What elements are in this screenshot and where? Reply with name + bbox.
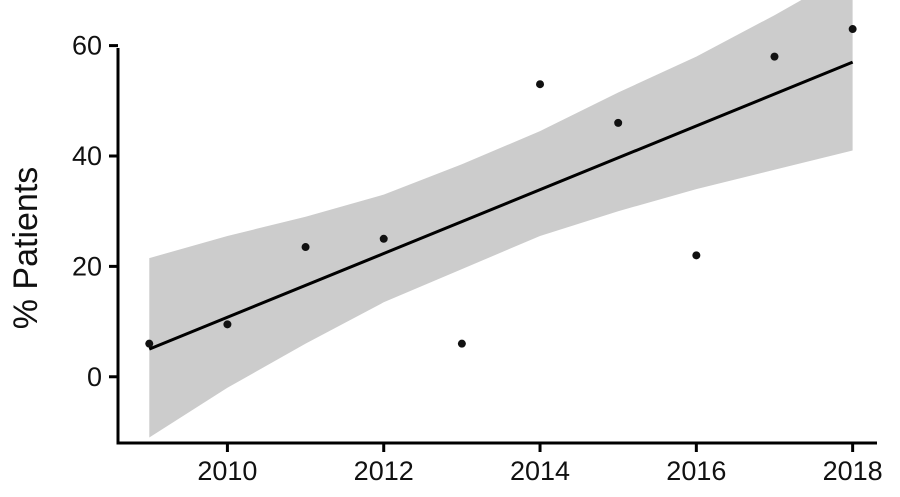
data-point — [457, 339, 466, 348]
data-point — [692, 251, 701, 260]
x-tick-label: 2016 — [666, 456, 726, 486]
data-points-layer — [145, 25, 857, 348]
data-point — [536, 80, 545, 89]
data-point — [770, 52, 779, 61]
y-axis-title: % Patients — [7, 167, 45, 330]
y-tick-label: 40 — [72, 141, 102, 171]
trend-line — [148, 60, 854, 351]
x-tick-label: 2012 — [354, 456, 414, 486]
confidence-band-layer — [149, 0, 853, 438]
data-point — [223, 320, 232, 329]
tick-labels: 0 20 40 60 2010 2012 2014 2016 2018 — [72, 31, 883, 486]
data-point — [379, 234, 388, 243]
data-point — [301, 243, 310, 252]
x-tick-label: 2014 — [510, 456, 570, 486]
x-tick-label: 2018 — [823, 456, 883, 486]
trend-line-layer — [148, 60, 854, 351]
y-tick-label: 20 — [72, 251, 102, 281]
confidence-band — [149, 0, 853, 438]
data-point — [848, 25, 857, 34]
x-tick-label: 2010 — [197, 456, 257, 486]
data-point — [145, 339, 154, 348]
y-tick-label: 60 — [72, 31, 102, 61]
y-tick-label: 0 — [87, 362, 102, 392]
data-point — [614, 118, 623, 127]
axes — [109, 44, 877, 452]
